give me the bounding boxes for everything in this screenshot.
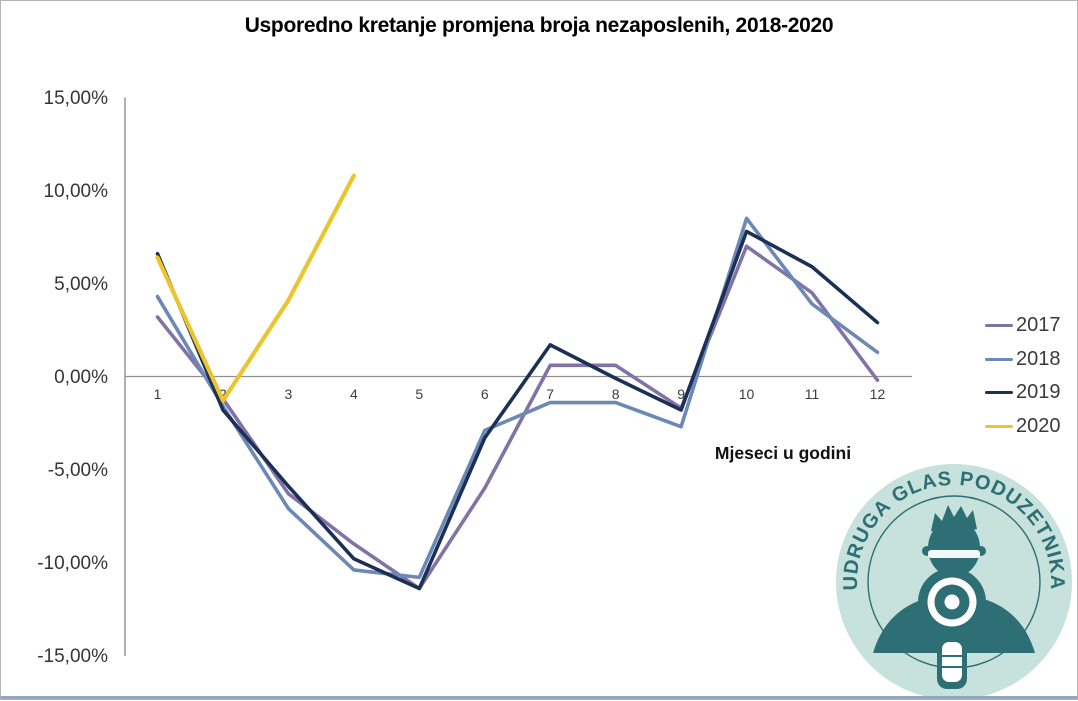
y-tick-label: -15,00% — [37, 646, 108, 667]
legend-label-2019: 2019 — [1016, 381, 1061, 404]
x-tick-label: 5 — [415, 386, 423, 402]
megaphone-handle — [937, 633, 967, 689]
x-tick-label: 12 — [870, 386, 886, 402]
series-line-2020 — [155, 173, 356, 403]
x-tick-label: 6 — [481, 386, 489, 402]
x-tick-label: 3 — [285, 386, 293, 402]
x-tick-label: 11 — [805, 386, 820, 402]
x-tick-label: 1 — [154, 386, 162, 402]
y-tick-label: -10,00% — [37, 553, 108, 574]
x-tick-label: 8 — [612, 386, 620, 402]
x-tick-label: 2 — [219, 386, 227, 402]
series-line-2018 — [155, 216, 880, 580]
x-tick-label: 10 — [739, 386, 755, 402]
legend-label-2017: 2017 — [1016, 314, 1061, 337]
series-line-2019 — [155, 229, 880, 591]
x-tick-label: 9 — [677, 386, 685, 402]
legend-item-2017: 2017 — [985, 309, 1061, 343]
y-tick-label: -5,00% — [48, 460, 108, 481]
organization-logo-badge: UDRUGA GLAS PODUZETNIKA — [836, 464, 1072, 699]
y-tick-label: 10,00% — [44, 181, 109, 202]
legend-label-2020: 2020 — [1016, 414, 1061, 437]
legend-item-2018: 2018 — [985, 343, 1061, 377]
legend-swatch-2020 — [985, 424, 1013, 428]
y-tick-label: 5,00% — [54, 274, 108, 295]
series-line-2017 — [155, 244, 880, 591]
y-tick-label: 0,00% — [54, 367, 108, 388]
legend-swatch-2017 — [985, 324, 1013, 328]
x-tick-label: 4 — [350, 386, 358, 402]
legend-item-2020: 2020 — [985, 410, 1061, 444]
legend-label-2018: 2018 — [1016, 347, 1061, 370]
bottom-border-bar — [1, 696, 1077, 699]
legend-item-2019: 2019 — [985, 376, 1061, 410]
legend-swatch-2019 — [985, 391, 1013, 395]
glasses-band — [928, 550, 980, 558]
x-tick-label: 7 — [546, 386, 554, 402]
megaphone-icon — [918, 568, 986, 636]
legend-swatch-2018 — [985, 357, 1013, 361]
chart-title: Usporedno kretanje promjena broja nezapo… — [244, 14, 834, 37]
y-tick-label: 15,00% — [44, 88, 109, 109]
x-axis-title: Mjeseci u godini — [714, 443, 852, 463]
chart-legend: 2017 2018 2019 2020 — [985, 309, 1061, 443]
